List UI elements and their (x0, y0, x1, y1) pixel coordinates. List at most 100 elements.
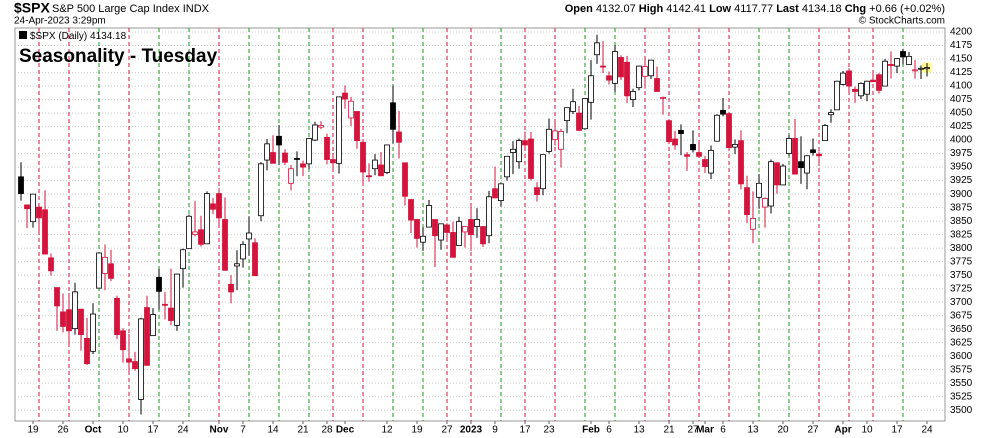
candle-body (648, 59, 654, 77)
candle-body (732, 144, 738, 148)
candle-body (42, 209, 48, 255)
candle-body (216, 193, 222, 219)
x-tick-label: Apr (834, 425, 851, 436)
candle-body (318, 125, 324, 128)
x-tick-label: 13 (633, 425, 645, 436)
x-tick-label: Dec (336, 425, 355, 436)
candle-body (90, 313, 96, 352)
candle-body (234, 263, 240, 267)
candle-body (504, 155, 510, 178)
y-tick-label: 3750 (950, 270, 973, 281)
x-tick-label: Nov (210, 425, 229, 436)
candle-body (240, 243, 246, 260)
candle-body (180, 249, 186, 270)
candle-body (264, 143, 270, 161)
candle-body (186, 215, 192, 250)
candle-body (306, 138, 312, 165)
y-tick-label: 3675 (950, 310, 973, 321)
quote-value: 4134.18 (802, 3, 842, 15)
candle-body (126, 358, 132, 363)
quote-value: +0.66 (+0.02%) (869, 3, 945, 15)
y-tick-label: 4075 (950, 94, 973, 105)
candle-body (540, 154, 546, 190)
x-tick-label: 17 (519, 425, 531, 436)
candle-body (192, 231, 198, 236)
candle-body (534, 187, 540, 196)
y-tick-label: 3625 (950, 337, 973, 348)
candle-body (96, 252, 102, 289)
y-tick-label: 4050 (950, 108, 973, 119)
y-tick-label: 4100 (950, 81, 973, 92)
x-tick-label: 23 (543, 425, 555, 436)
candle-body (402, 162, 408, 197)
candle-body (210, 203, 216, 210)
candle-body (24, 204, 30, 210)
candle-body (426, 205, 432, 228)
y-tick-label: 4175 (950, 40, 973, 51)
candle-body (114, 297, 120, 335)
candle-body (624, 61, 630, 97)
y-tick-label: 3875 (950, 202, 973, 213)
candle-body (888, 64, 894, 66)
candle-body (414, 219, 420, 239)
candle-body (78, 308, 84, 335)
x-tick-label: 19 (27, 425, 39, 436)
x-tick-label: 26 (57, 425, 69, 436)
quote-label: Last (776, 3, 799, 15)
quote-value: 4117.77 (734, 3, 773, 15)
candle-body (726, 113, 732, 149)
candle-body (864, 80, 870, 95)
legend-name: $SPX (Daily) (30, 31, 87, 42)
candle-body (516, 140, 522, 163)
y-tick-label: 3825 (950, 229, 973, 240)
candle-body (408, 199, 414, 221)
candle-body (708, 149, 714, 174)
quote-value: 4142.41 (666, 3, 706, 15)
candle-body (600, 65, 606, 68)
legend-swatch (19, 31, 27, 39)
candle-body (594, 42, 600, 56)
candle-body (834, 80, 840, 111)
candle-body (852, 88, 858, 92)
x-tick-label: Oct (85, 425, 102, 436)
candle-body (396, 131, 402, 143)
candle-body (738, 140, 744, 185)
candle-body (462, 226, 468, 233)
candle-body (204, 193, 210, 245)
candle-body (792, 138, 798, 175)
x-tick-label: 20 (777, 425, 789, 436)
candle-body (492, 188, 498, 199)
candle-body (786, 138, 792, 154)
candle-body (582, 98, 588, 130)
x-tick-label: 10 (861, 425, 873, 436)
candle-body (282, 152, 288, 163)
candle-body (894, 58, 900, 67)
candle-body (678, 129, 684, 135)
candle-body (312, 124, 318, 141)
timestamp: 24-Apr-2023 3:29pm (14, 16, 106, 27)
y-tick-label: 3550 (950, 378, 973, 389)
candle-body (882, 60, 888, 87)
candle-body (876, 74, 882, 91)
candle-body (924, 67, 930, 70)
copyright: © StockCharts.com (859, 16, 945, 27)
y-tick-label: 3725 (950, 283, 973, 294)
index-name: S&P 500 Large Cap Index INDX (52, 3, 210, 15)
candle-body (54, 287, 60, 307)
legend: $SPX (Daily) 4134.18 (30, 31, 127, 42)
candle-body (714, 114, 720, 142)
exchange: INDX (183, 3, 210, 15)
candle-body (324, 136, 330, 160)
x-tick-label: 28 (321, 425, 333, 436)
candle-body (354, 111, 360, 142)
candle-body (138, 318, 144, 400)
x-tick-label: 21 (663, 425, 675, 436)
chart-title: Seasonality - Tuesday (19, 46, 218, 67)
candle-body (564, 107, 570, 122)
candle-body (222, 219, 228, 271)
x-tick-label: Mar (696, 425, 714, 436)
candle-body (660, 97, 666, 99)
candle-body (780, 165, 786, 186)
x-tick-label: Feb (582, 425, 600, 436)
